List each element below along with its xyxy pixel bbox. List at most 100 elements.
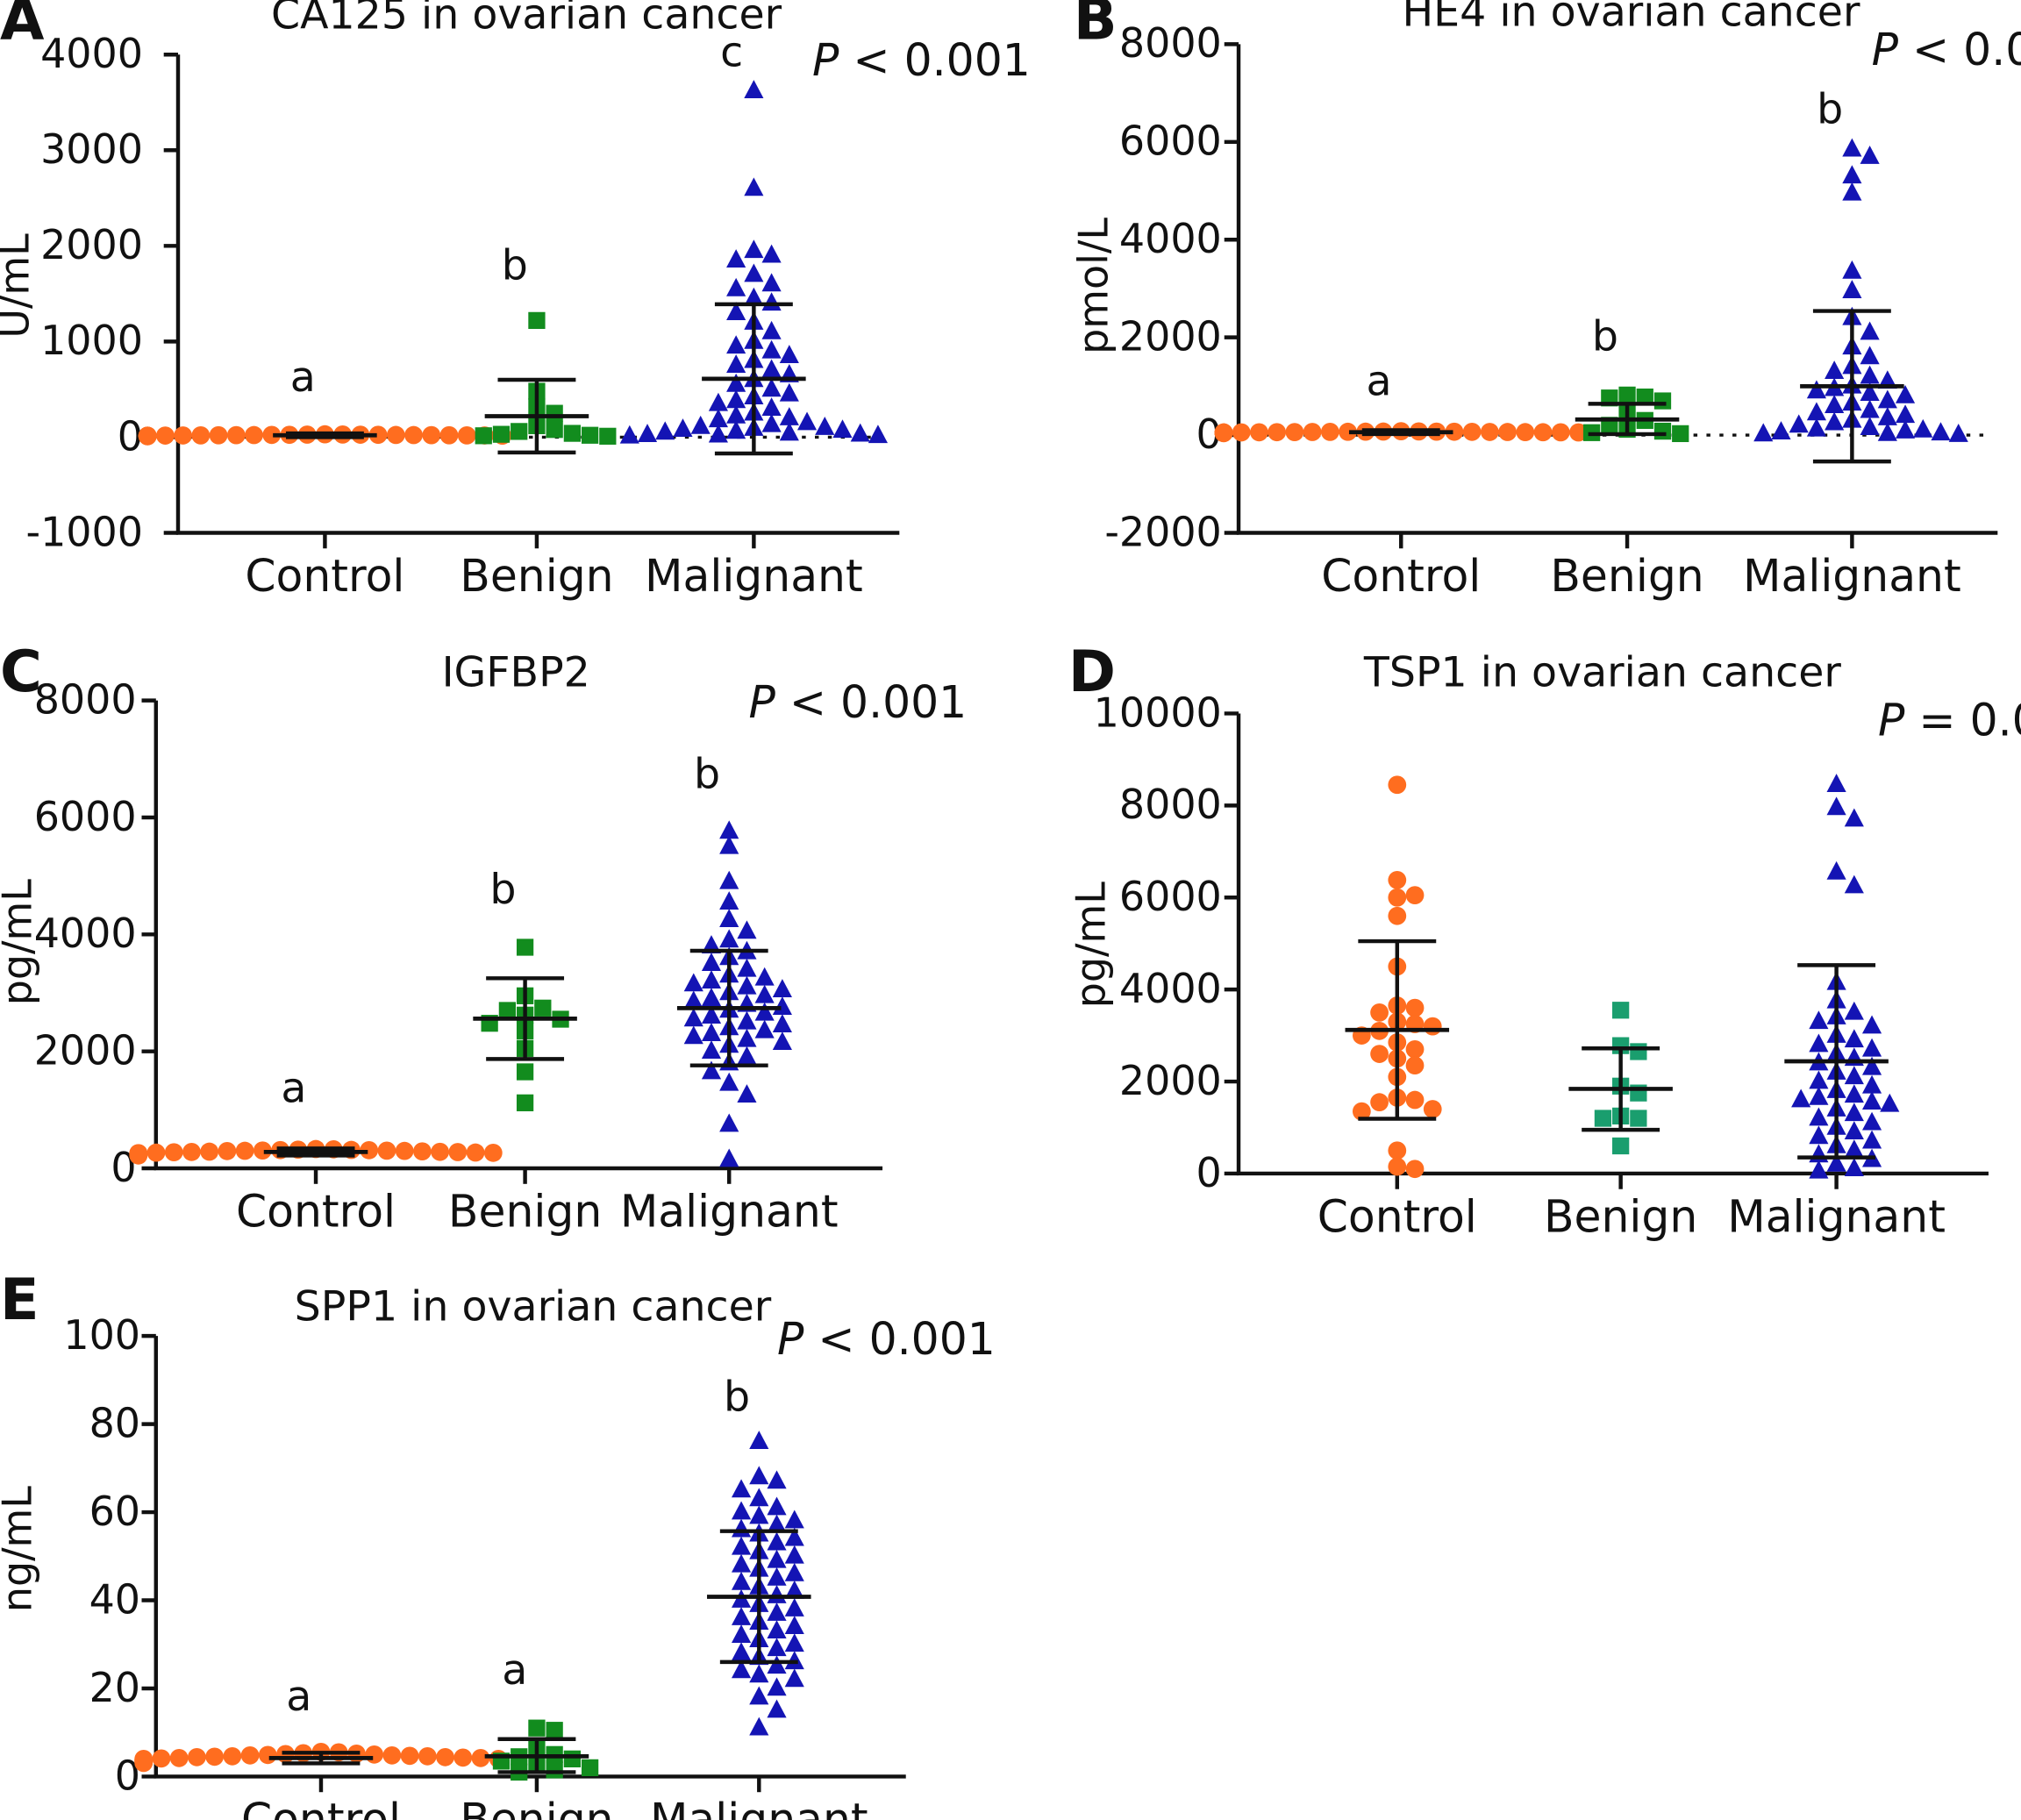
data-point xyxy=(761,359,782,378)
data-point xyxy=(731,1642,752,1661)
data-point xyxy=(1339,422,1357,441)
y-tick-label: 8000 xyxy=(1119,781,1222,828)
data-point xyxy=(475,427,492,445)
data-point xyxy=(708,424,728,443)
data-point xyxy=(1913,418,1933,438)
data-point xyxy=(431,1142,449,1161)
data-point xyxy=(761,413,782,432)
data-point xyxy=(731,1501,752,1520)
data-point xyxy=(1462,422,1482,441)
series-benign: a xyxy=(484,1646,599,1781)
chart-title: HE4 in ovarian cancer xyxy=(1403,0,1860,37)
series-control: a xyxy=(138,353,512,446)
data-point xyxy=(767,1549,787,1568)
data-point xyxy=(767,1620,787,1638)
data-point xyxy=(200,1142,219,1161)
data-point xyxy=(1826,796,1846,816)
data-point xyxy=(761,292,782,311)
data-point xyxy=(1844,1029,1864,1048)
data-point xyxy=(726,249,746,268)
data-point xyxy=(235,1141,254,1160)
data-point xyxy=(749,1431,769,1450)
data-point xyxy=(1303,423,1322,441)
data-point xyxy=(784,1562,804,1581)
data-point xyxy=(1844,1139,1864,1159)
p-value-text: < 0.001 xyxy=(839,34,1030,86)
data-point xyxy=(1809,1160,1829,1179)
data-point xyxy=(448,1143,468,1161)
data-point xyxy=(422,425,441,445)
p-value-text: < 0.001 xyxy=(1898,24,2021,75)
data-point xyxy=(701,988,722,1006)
x-tick-label: Control xyxy=(1321,550,1481,602)
p-value-symbol: P xyxy=(1872,24,1899,75)
data-point xyxy=(708,409,728,428)
data-point xyxy=(1895,404,1916,424)
data-point xyxy=(1630,1043,1647,1060)
data-point xyxy=(772,996,792,1015)
significance-letter: b xyxy=(694,751,720,799)
data-point xyxy=(719,835,739,854)
data-point xyxy=(581,1759,599,1777)
data-point xyxy=(418,1746,437,1766)
data-point xyxy=(767,1470,787,1489)
data-point xyxy=(1948,423,1968,442)
y-axis-label: U/mL xyxy=(0,233,39,339)
y-tick-label: 2000 xyxy=(1119,312,1222,360)
data-point xyxy=(749,1717,769,1736)
data-point xyxy=(749,1466,769,1485)
chart-title: CA125 in ovarian cancer xyxy=(271,0,782,39)
x-tick-label: Benign xyxy=(460,1794,613,1820)
data-point xyxy=(226,425,246,445)
series-benign xyxy=(1568,1002,1673,1155)
p-value: P < 0.001 xyxy=(748,676,967,728)
y-tick-label: 80 xyxy=(89,1399,140,1446)
data-point xyxy=(1844,1001,1864,1020)
data-point xyxy=(1388,1157,1407,1176)
data-point xyxy=(1791,1088,1811,1108)
series-control: a xyxy=(129,1065,503,1165)
data-point xyxy=(784,1598,804,1617)
x-tick-label: Malignant xyxy=(1727,1191,1946,1243)
data-point xyxy=(850,423,870,442)
data-point xyxy=(1533,423,1553,442)
p-value-symbol: P xyxy=(777,1313,804,1365)
data-point xyxy=(1405,1160,1425,1179)
y-tick-label: 40 xyxy=(89,1575,140,1623)
data-point xyxy=(1405,1090,1425,1110)
data-point xyxy=(466,1143,485,1162)
data-point xyxy=(701,1005,722,1024)
p-value: P < 0.001 xyxy=(812,34,1031,86)
data-point xyxy=(262,425,282,445)
significance-letter: b xyxy=(489,866,516,914)
data-point xyxy=(1860,382,1880,402)
y-tick-label: 2000 xyxy=(40,221,143,268)
data-point xyxy=(1672,425,1689,443)
data-point xyxy=(1844,874,1864,894)
data-point xyxy=(761,320,782,339)
data-point xyxy=(737,1046,757,1065)
data-point xyxy=(138,426,157,446)
data-point xyxy=(258,1745,277,1765)
x-tick-label: Benign xyxy=(1550,550,1703,602)
data-point xyxy=(731,1659,752,1679)
data-point xyxy=(1352,1102,1371,1121)
data-point xyxy=(1860,145,1880,164)
data-point xyxy=(1860,399,1880,418)
data-point xyxy=(1516,423,1535,442)
data-point xyxy=(360,1140,379,1160)
data-point xyxy=(1388,1141,1407,1160)
significance-letter: b xyxy=(1592,313,1618,361)
significance-letter: a xyxy=(502,1646,527,1695)
data-point xyxy=(164,1143,183,1162)
data-point xyxy=(726,335,746,354)
data-point xyxy=(471,1748,490,1767)
data-point xyxy=(1877,389,1897,409)
y-axis-label: pmol/L xyxy=(1069,218,1117,354)
panel-a: A CA125 in ovarian cancerU/mL-10000100020… xyxy=(0,0,1031,602)
data-point xyxy=(209,425,228,445)
data-point xyxy=(191,425,211,445)
data-point xyxy=(749,1686,769,1705)
data-point xyxy=(701,1060,722,1080)
chart-title: SPP1 in ovarian cancer xyxy=(295,1282,772,1331)
